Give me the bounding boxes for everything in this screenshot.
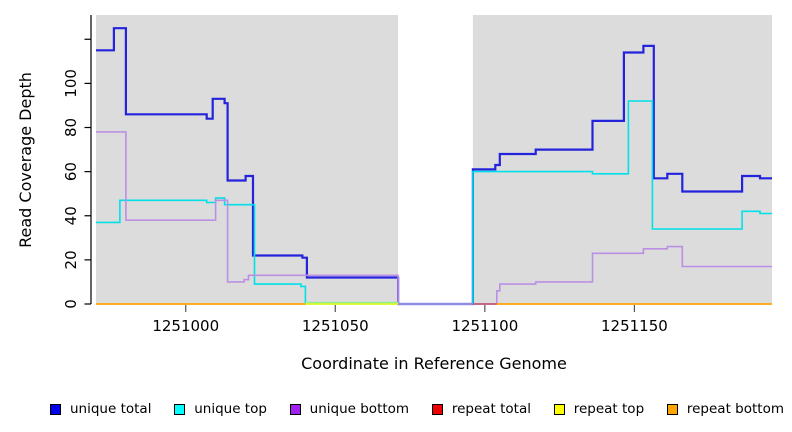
unique-top-swatch-icon bbox=[174, 403, 186, 415]
x-tick-label: 1251050 bbox=[302, 317, 369, 335]
y-axis-title: Read Coverage Depth bbox=[16, 72, 35, 248]
legend-item-unique-total: unique total bbox=[50, 401, 151, 417]
legend-label: unique top bbox=[194, 401, 267, 417]
y-tick-label: 100 bbox=[62, 69, 80, 98]
repeat-bottom-swatch-icon bbox=[666, 403, 678, 415]
legend-label: unique bottom bbox=[309, 401, 410, 417]
unique-bottom-swatch-icon bbox=[289, 403, 301, 415]
x-tick-label: 1251150 bbox=[601, 317, 668, 335]
legend-item-repeat-total: repeat total bbox=[431, 401, 531, 417]
y-tick-label: 40 bbox=[62, 206, 80, 225]
repeat-total-swatch-icon bbox=[431, 403, 443, 415]
masked-no-data-band bbox=[398, 15, 473, 304]
x-tick-label: 1251100 bbox=[451, 317, 518, 335]
plot-area: 0 20 40 60 80 100 1251000 1251050 1251100 1251150 bbox=[62, 15, 772, 335]
legend-item-repeat-top: repeat top bbox=[553, 401, 645, 417]
legend-item-unique-top: unique top bbox=[174, 401, 267, 417]
legend: unique total unique top unique bottom re… bbox=[50, 398, 784, 420]
unique-total-swatch-icon bbox=[50, 403, 61, 415]
legend-label: repeat total bbox=[451, 401, 531, 417]
series-line-unique-bottom bbox=[96, 131, 772, 305]
legend-label: unique total bbox=[70, 401, 152, 417]
y-tick-label: 60 bbox=[62, 162, 80, 181]
series-line-unique-top bbox=[96, 100, 772, 305]
legend-item-unique-bottom: unique bottom bbox=[289, 401, 410, 417]
y-tick-label: 20 bbox=[62, 250, 80, 269]
x-axis-title: Coordinate in Reference Genome bbox=[301, 354, 567, 373]
repeat-top-swatch-icon bbox=[553, 403, 565, 415]
x-tick-label: 1251000 bbox=[152, 317, 219, 335]
legend-item-repeat-bottom: repeat bottom bbox=[666, 401, 784, 417]
coverage-chart: 0 20 40 60 80 100 1251000 1251050 1251100 1251150… bbox=[16, 15, 772, 373]
y-tick-label: 80 bbox=[62, 118, 80, 137]
legend-label: repeat top bbox=[573, 401, 645, 417]
legend-label: repeat bottom bbox=[686, 401, 784, 417]
y-tick-label: 0 bbox=[62, 299, 80, 309]
